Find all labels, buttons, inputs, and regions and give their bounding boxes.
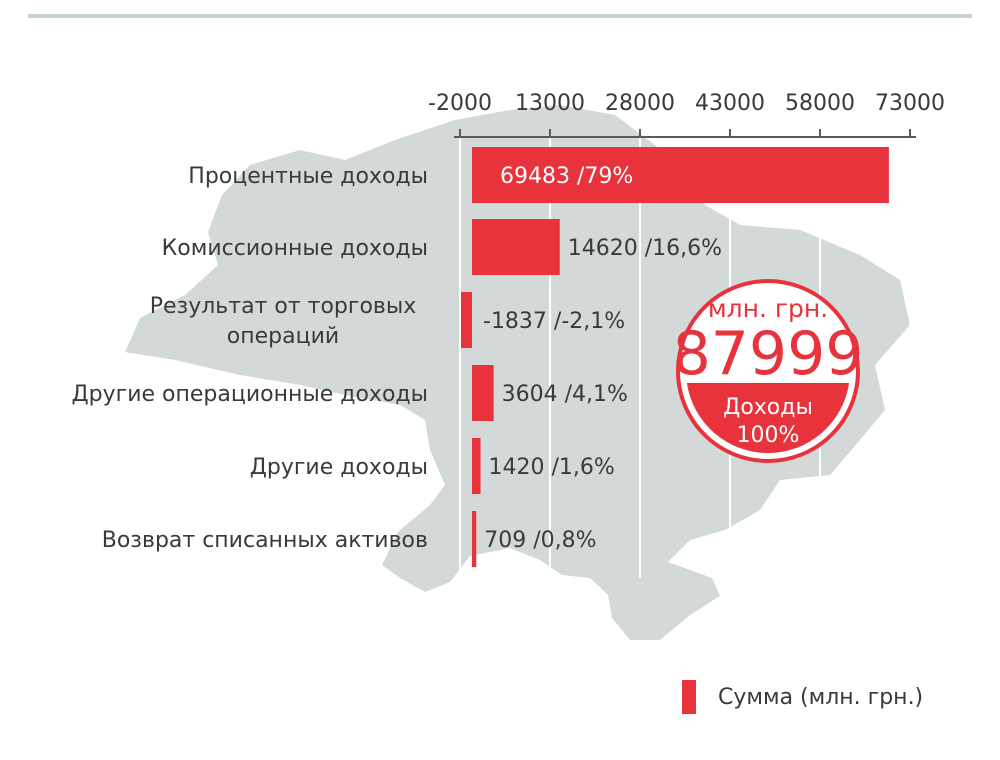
x-tick-label: 73000 [875,91,945,116]
value-label: 14620 /16,6% [568,236,722,261]
category-label: Результат от торговых операций [150,294,417,349]
bar [472,365,494,421]
value-label: 709 /0,8% [484,528,596,553]
category-label: Другие операционные доходы [71,382,428,407]
x-axis: -2000 13000 28000 43000 58000 73000 [428,91,945,138]
value-label: 1420 /1,6% [489,455,615,480]
category-label: Другие доходы [250,455,428,480]
badge-caption: Доходы [723,395,813,420]
top-divider [28,14,972,18]
category-labels: Процентные доходы Комиссионные доходы Резу… [71,164,428,553]
x-tick-label: 28000 [605,91,675,116]
value-label: -1837 /-2,1% [483,309,625,334]
x-tick-label: 58000 [785,91,855,116]
ukraine-map-silhouette [125,105,910,640]
bars [460,147,889,567]
category-label: Комиссионные доходы [162,236,428,261]
bar [472,219,560,275]
badge-unit: млн. грн. [708,294,828,323]
bar [472,147,889,203]
bar [472,511,477,567]
category-label: Процентные доходы [188,164,428,189]
legend-label: Сумма (млн. грн.) [718,684,924,710]
badge-total-value: 87999 [673,319,864,389]
gridlines [459,137,911,578]
legend-swatch [682,680,696,714]
x-tick-label: 13000 [515,91,585,116]
x-tick-label: -2000 [428,91,492,116]
legend: Сумма (млн. грн.) [682,680,923,714]
total-income-badge: млн. грн. 87999 Доходы 100% [673,279,864,463]
badge-percent: 100% [737,423,800,448]
x-tick-label: 43000 [695,91,765,116]
category-label: Возврат списанных активов [102,528,428,553]
badge-lower-fill [686,383,850,453]
bar [460,292,472,348]
value-label: 3604 /4,1% [502,382,628,407]
value-labels: 69483 /79% 14620 /16,6% -1837 /-2,1% 3604 /… [483,164,722,553]
bar [472,438,481,494]
value-label: 69483 /79% [500,164,633,189]
